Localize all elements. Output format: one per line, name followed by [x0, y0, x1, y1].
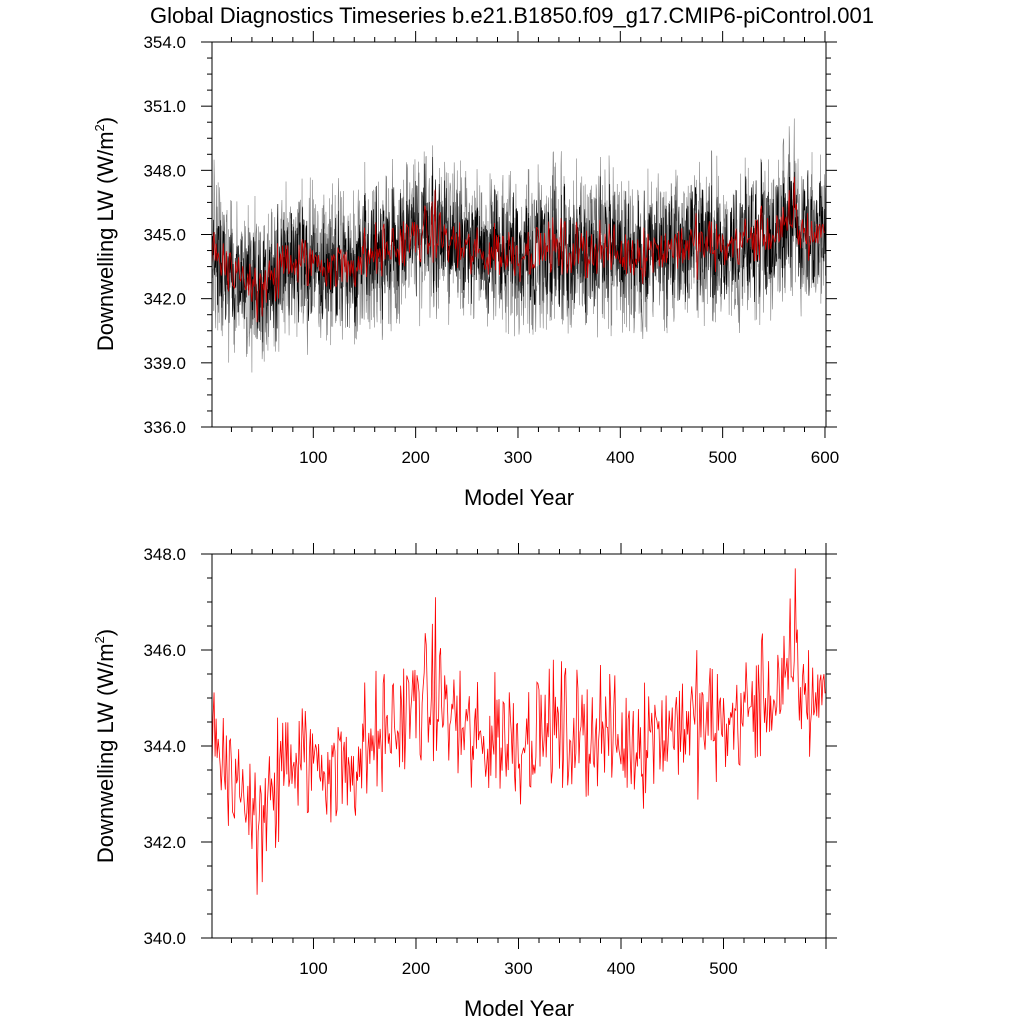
top-chart-x-tick-labels: 100 200 300 400 500 600: [299, 448, 839, 467]
x-tick-label: 300: [504, 959, 532, 978]
x-tick-label: 300: [504, 448, 532, 467]
x-tick-label: 200: [402, 959, 430, 978]
bottom-chart-y-tick-labels: 340.0 342.0 344.0 346.0 348.0: [143, 545, 186, 948]
x-tick-label: 600: [811, 448, 839, 467]
bottom-chart-y-axis-title: Downwelling LW (W/m2): [92, 629, 118, 863]
series-line-monthly-light-: [211, 118, 826, 373]
y-tick-label: 339.0: [143, 354, 186, 373]
top-chart-series: [211, 118, 826, 373]
series-line-monthly-dark-: [211, 157, 826, 343]
bottom-chart-panel: 340.0 342.0 344.0 346.0 348.0 100 200 300 400 50…: [92, 543, 837, 1021]
y-tick-label: 344.0: [143, 737, 186, 756]
y-tick-label: 340.0: [143, 929, 186, 948]
x-tick-label: 100: [299, 448, 327, 467]
x-tick-label: 200: [401, 448, 429, 467]
bottom-chart-x-axis-title: Model Year: [464, 996, 574, 1021]
top-chart-ticks: [201, 31, 837, 438]
x-tick-label: 500: [709, 959, 737, 978]
series-line-annual-mean: [211, 176, 826, 323]
x-tick-label: 400: [606, 448, 634, 467]
y-tick-label: 348.0: [143, 161, 186, 180]
top-chart-panel: 336.0 339.0 342.0 345.0 348.0 351.0 354.0 100 2…: [92, 31, 839, 510]
x-tick-label: 100: [299, 959, 327, 978]
figure-title: Global Diagnostics Timeseries b.e21.B185…: [150, 3, 874, 28]
y-tick-label: 342.0: [143, 833, 186, 852]
y-tick-label: 336.0: [143, 418, 186, 437]
y-tick-label: 348.0: [143, 545, 186, 564]
series-line-annual-mean: [211, 568, 827, 895]
bottom-chart-x-tick-labels: 100 200 300 400 500: [299, 959, 737, 978]
y-tick-label: 346.0: [143, 641, 186, 660]
top-chart-y-tick-labels: 336.0 339.0 342.0 345.0 348.0 351.0 354.0: [143, 33, 186, 437]
y-tick-label: 351.0: [143, 97, 186, 116]
y-tick-label: 354.0: [143, 33, 186, 52]
bottom-chart-series: [211, 568, 827, 895]
y-tick-label: 342.0: [143, 290, 186, 309]
bottom-chart-ticks: [201, 543, 837, 949]
x-tick-label: 400: [607, 959, 635, 978]
x-tick-label: 500: [708, 448, 736, 467]
y-tick-label: 345.0: [143, 226, 186, 245]
top-chart-x-axis-title: Model Year: [464, 485, 574, 510]
top-chart-y-axis-title: Downwelling LW (W/m2): [92, 117, 118, 351]
